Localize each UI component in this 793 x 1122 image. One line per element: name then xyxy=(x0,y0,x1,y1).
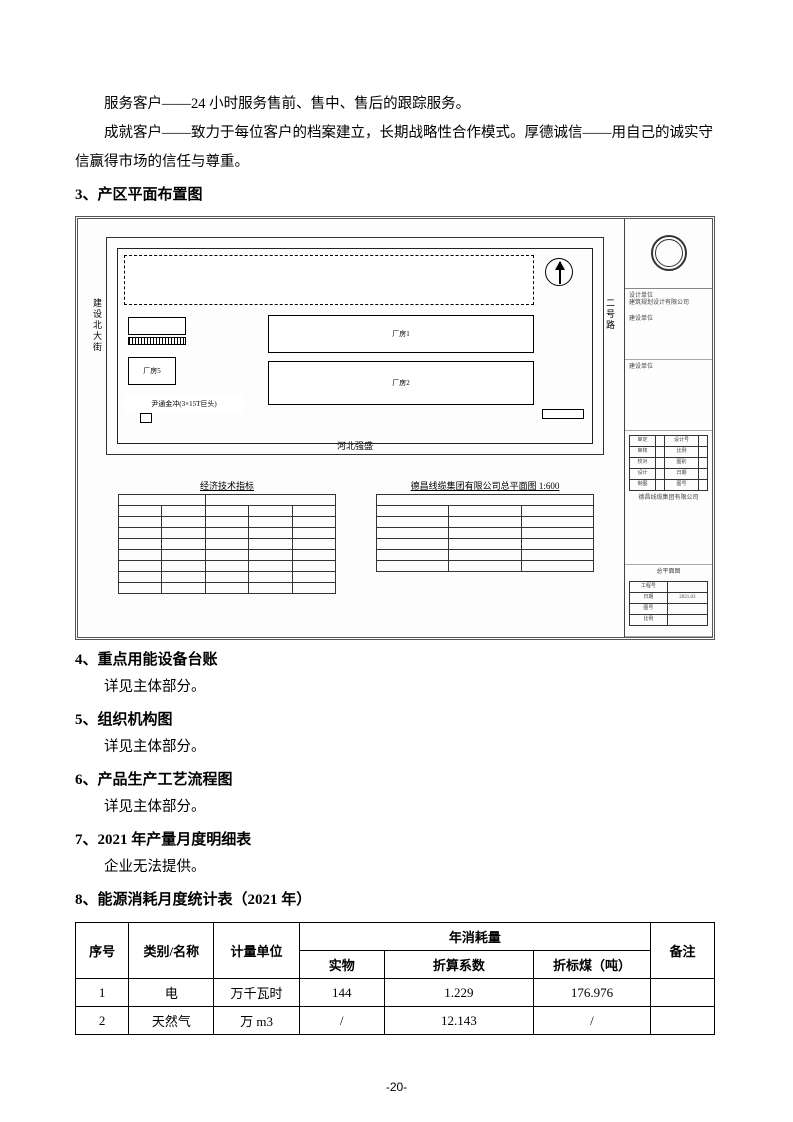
mini-table-2-grid xyxy=(376,494,594,572)
heading-3: 3、产区平面布置图 xyxy=(75,181,718,210)
sub-6: 详见主体部分。 xyxy=(75,794,718,822)
cell: 万 m3 xyxy=(214,1007,299,1035)
table-row: 1 电 万千瓦时 144 1.229 176.976 xyxy=(76,979,715,1007)
cell: 176.976 xyxy=(533,979,650,1007)
th-real: 实物 xyxy=(299,951,384,979)
seal-icon xyxy=(651,235,687,271)
heading-6: 6、产品生产工艺流程图 xyxy=(75,766,718,795)
th-seq: 序号 xyxy=(76,923,129,979)
blueprint-figure: 亚泰线缆有限公司 建设北大街 二号路 河北强盛 厂房5 尹通金冲(3×15T巨头… xyxy=(75,216,715,640)
cell: / xyxy=(533,1007,650,1035)
mini-table-1-grid xyxy=(118,494,336,594)
table-row: 2 天然气 万 m3 / 12.143 / xyxy=(76,1007,715,1035)
bldg-gate-hatch xyxy=(128,337,186,345)
cell: 电 xyxy=(129,979,214,1007)
annot-1: 尹通金冲(3×15T巨头) xyxy=(124,395,244,413)
th-coal: 折标煤（吨） xyxy=(533,951,650,979)
cell: 天然气 xyxy=(129,1007,214,1035)
mini-table-2: 德昌线缆集团有限公司总平面图 1:600 xyxy=(376,479,594,629)
sub-4: 详见主体部分。 xyxy=(75,674,718,702)
blueprint-sidebar: 设计单位 建筑规划设计有限公司建设单位 建设单位 审定设计号 审核比例 校对图别… xyxy=(624,219,712,637)
sidebar-block-1: 设计单位 建筑规划设计有限公司建设单位 xyxy=(625,289,712,360)
cell: 万千瓦时 xyxy=(214,979,299,1007)
sidebar-text-1: 设计单位 xyxy=(629,293,653,299)
cell: 144 xyxy=(299,979,384,1007)
sidebar-text-2: 建设单位 xyxy=(629,364,653,370)
heading-4: 4、重点用能设备台账 xyxy=(75,646,718,675)
cell xyxy=(651,1007,715,1035)
blueprint-tables: 经济技术指标 德昌线缆集团有限公司总平面图 1:600 xyxy=(118,479,594,629)
page-number: -20- xyxy=(0,1080,793,1094)
label-right-road: 二号路 xyxy=(604,298,617,331)
th-name: 类别/名称 xyxy=(129,923,214,979)
sidebar-block-2: 建设单位 xyxy=(625,360,712,431)
bldg-left-c: 厂房5 xyxy=(128,357,176,385)
sidebar-sheet: 总平面图 xyxy=(629,569,708,577)
bldg-top-zone xyxy=(124,255,534,305)
mini-table-1: 经济技术指标 xyxy=(118,479,336,629)
sub-7: 企业无法提供。 xyxy=(75,854,718,882)
paragraph-service: 服务客户——24 小时服务售前、售中、售后的跟踪服务。 xyxy=(75,90,718,119)
bldg-right-2: 厂房2 xyxy=(268,361,534,405)
sidebar-block-3: 审定设计号 审核比例 校对图别 设计日期 制图图号 德昌线缆集团有限公司 xyxy=(625,431,712,565)
label-left-road: 建设北大街 xyxy=(91,298,104,353)
th-coef: 折算系数 xyxy=(384,951,533,979)
paragraph-customer: 成就客户——致力于每位客户的档案建立，长期战略性合作模式。厚德诚信——用自己的诚… xyxy=(75,119,718,177)
energy-table: 序号 类别/名称 计量单位 年消耗量 备注 实物 折算系数 折标煤（吨） 1 电… xyxy=(75,922,715,1035)
cell: / xyxy=(299,1007,384,1035)
mini-table-1-title: 经济技术指标 xyxy=(118,479,336,494)
bldg-left-a xyxy=(128,317,186,335)
th-group: 年消耗量 xyxy=(299,923,650,951)
site-plan-inner: 厂房5 尹通金冲(3×15T巨头) 厂房1 厂房2 xyxy=(117,248,593,444)
cell: 2 xyxy=(76,1007,129,1035)
bldg-right-shed xyxy=(542,409,584,419)
th-note: 备注 xyxy=(651,923,715,979)
site-plan-outer: 亚泰线缆有限公司 建设北大街 二号路 河北强盛 厂房5 尹通金冲(3×15T巨头… xyxy=(106,237,604,455)
cell: 1 xyxy=(76,979,129,1007)
mini-table-2-title: 德昌线缆集团有限公司总平面图 1:600 xyxy=(376,479,594,494)
cell xyxy=(651,979,715,1007)
cell: 12.143 xyxy=(384,1007,533,1035)
heading-8: 8、能源消耗月度统计表（2021 年） xyxy=(75,886,718,915)
cell: 1.229 xyxy=(384,979,533,1007)
sidebar-block-4: 总平面图 工程号 日期2021.03 图号 比例 xyxy=(625,565,712,636)
seal-block xyxy=(625,219,712,289)
blueprint-main: 亚泰线缆有限公司 建设北大街 二号路 河北强盛 厂房5 尹通金冲(3×15T巨头… xyxy=(78,219,624,637)
heading-7: 7、2021 年产量月度明细表 xyxy=(75,826,718,855)
sidebar-drawing: 德昌线缆集团有限公司 xyxy=(629,495,708,503)
sub-5: 详见主体部分。 xyxy=(75,734,718,762)
annot-box xyxy=(140,413,152,423)
bldg-right-1: 厂房1 xyxy=(268,315,534,353)
th-unit: 计量单位 xyxy=(214,923,299,979)
heading-5: 5、组织机构图 xyxy=(75,706,718,735)
